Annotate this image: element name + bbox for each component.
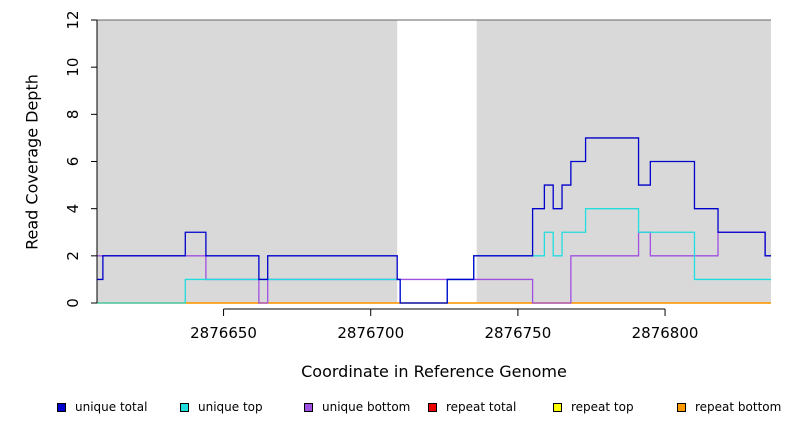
legend-item-unique-bottom: unique bottom [304,400,410,414]
legend-item-unique-top: unique top [180,400,263,414]
x-tick-label: 2876700 [337,324,404,342]
shaded-region-1 [476,20,771,303]
legend-label: repeat total [446,400,517,414]
y-tick-label: 4 [64,204,82,214]
legend-item-repeat-top: repeat top [553,400,634,414]
y-tick-label: 2 [64,251,82,261]
legend-label: unique top [198,400,263,414]
axes: 0 2 4 6 8 10 12 2876650 2876700 2876750 2876800 [64,10,771,342]
shaded-region-0 [97,20,398,303]
legend-swatch [677,402,686,412]
series-unique-total [97,137,771,304]
legend-label: repeat top [571,400,634,414]
legend-swatch [304,402,313,412]
series-lines [97,137,771,304]
legend-label: unique total [75,400,148,414]
legend-swatch [57,402,66,412]
y-tick-label: 10 [64,58,82,77]
legend-item-repeat-bottom: repeat bottom [677,400,781,414]
x-tick-label: 2876800 [632,324,699,342]
y-tick-label: 8 [64,110,82,120]
x-axis-label: Coordinate in Reference Genome [301,362,567,381]
legend-swatch [180,402,189,412]
legend-swatch [553,402,562,412]
legend-label: repeat bottom [695,400,782,414]
series-unique-bottom [97,231,771,304]
legend-label: unique bottom [322,400,411,414]
legend-swatch [428,402,437,412]
y-tick-label: 12 [64,10,82,29]
x-tick-label: 2876750 [484,324,551,342]
legend: unique total unique top unique bottom re… [0,400,792,420]
y-axis-label: Read Coverage Depth [22,74,42,250]
legend-item-unique-total: unique total [57,400,147,414]
y-tick-label: 0 [64,298,82,308]
x-tick-label: 2876650 [190,324,257,342]
legend-item-repeat-total: repeat total [428,400,516,414]
y-tick-label: 6 [64,157,82,167]
